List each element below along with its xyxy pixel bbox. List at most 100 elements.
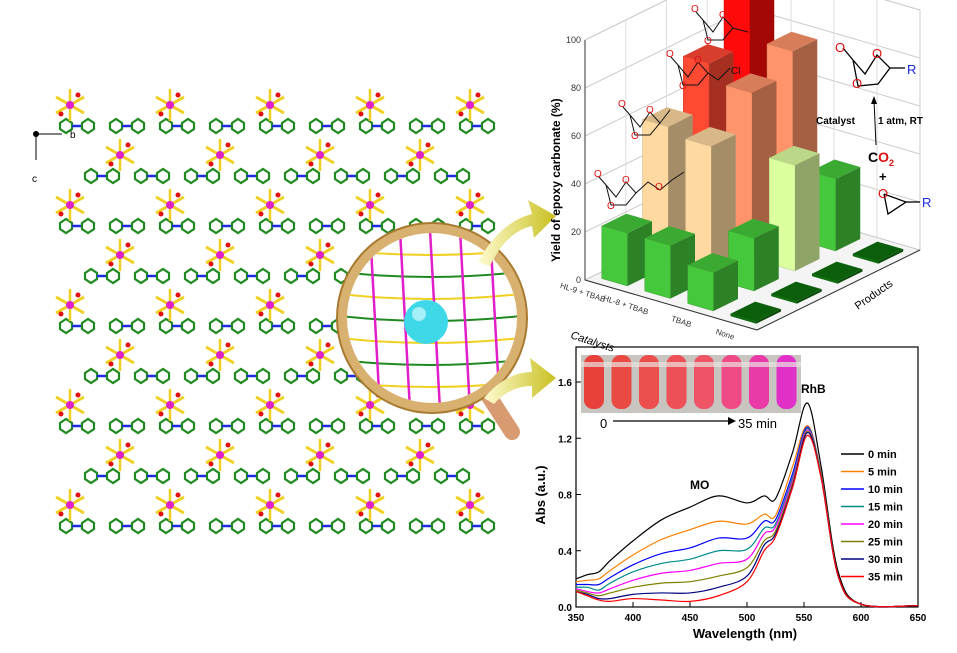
spec-x-tick-label: 500 <box>739 613 756 624</box>
ring <box>480 417 496 435</box>
oxygen-atom <box>225 242 231 248</box>
ring <box>258 517 274 535</box>
spec-x-tick-label: 550 <box>796 613 813 624</box>
bar-side-face <box>713 260 738 311</box>
spec-y-tick-label: 0.4 <box>558 547 572 558</box>
oxygen-atom <box>458 111 464 117</box>
oxygen-atom <box>108 161 114 167</box>
ring <box>105 267 121 285</box>
uv-vis-spectrum-chart: 350 400 450 500 550 600 650 0.0 0.4 0.8 1.2 1.6 0 mi… <box>558 346 927 624</box>
ring <box>255 267 271 285</box>
metal-node <box>316 151 324 159</box>
ring <box>155 167 171 185</box>
axis-b-label: b <box>70 130 76 141</box>
ring <box>280 317 296 335</box>
ring <box>258 117 274 135</box>
bar-y-tick: 0 <box>576 275 581 285</box>
oxygen-atom <box>258 511 264 517</box>
spec-x-tick-label: 650 <box>910 613 927 624</box>
magnifier-rim-edge <box>336 222 528 414</box>
metal-node <box>66 201 74 209</box>
metal-node <box>366 101 374 109</box>
ring <box>180 517 196 535</box>
oxygen-atom <box>308 461 314 467</box>
ring <box>408 417 424 435</box>
ring <box>208 117 224 135</box>
ring <box>380 117 396 135</box>
ring <box>58 117 74 135</box>
r-group: R <box>907 62 916 77</box>
bar-side-face <box>756 309 781 324</box>
ring <box>80 217 96 235</box>
ring <box>233 167 249 185</box>
reaction-arrowhead <box>871 96 877 104</box>
bar-y-tick: 100 <box>566 35 581 45</box>
oxygen-atom <box>458 411 464 417</box>
metal-node <box>416 151 424 159</box>
oxygen-atom <box>258 211 264 217</box>
ring <box>255 467 271 485</box>
ring <box>358 217 374 235</box>
spectrum-line <box>575 427 919 608</box>
bar-top-face <box>644 226 695 246</box>
ring <box>258 217 274 235</box>
ring <box>305 167 321 185</box>
oxygen-atom <box>425 442 431 448</box>
product-carbonate: O O O R <box>835 40 916 91</box>
bar <box>730 301 781 324</box>
svg-text:O: O <box>852 76 862 91</box>
oxygen-atom <box>208 361 214 367</box>
carbonyl-bond <box>622 106 631 116</box>
ring <box>283 267 299 285</box>
oxygen-atom <box>125 242 131 248</box>
oxygen-label: O <box>594 169 602 180</box>
ring <box>158 417 174 435</box>
ring <box>208 417 224 435</box>
metal-node <box>66 501 74 509</box>
guest-sphere <box>404 300 448 344</box>
ring <box>108 317 124 335</box>
bar-side-face <box>835 167 861 251</box>
reaction-arrow <box>873 99 877 146</box>
ring <box>205 367 221 385</box>
chlorine-label: Cl <box>731 66 740 77</box>
carbonyl-bond <box>670 56 679 66</box>
ring <box>308 117 324 135</box>
ring <box>333 367 349 385</box>
spec-x-tick-label: 600 <box>853 613 870 624</box>
metal-node <box>166 201 174 209</box>
metal-node <box>216 451 224 459</box>
crystal-structure <box>55 89 496 535</box>
co2-label: CO2 <box>868 149 894 168</box>
metal-node <box>166 101 174 109</box>
ring <box>258 317 274 335</box>
co2-o: O <box>878 149 889 165</box>
ring <box>108 117 124 135</box>
oxygen-atom <box>75 292 81 298</box>
metal-node <box>216 351 224 359</box>
oxygen-atom <box>275 192 281 198</box>
bar-top-face <box>601 213 652 234</box>
oxygen-atom <box>75 192 81 198</box>
ring <box>230 117 246 135</box>
oxygen-atom <box>475 492 481 498</box>
ring <box>358 517 374 535</box>
oxygen-atom <box>408 461 414 467</box>
oxygen-atom <box>108 261 114 267</box>
reaction-scheme: O O O R Catalyst 1 atm, RT CO2 + O R <box>816 40 931 216</box>
ring <box>183 467 199 485</box>
ring <box>380 517 396 535</box>
inset-arrowhead <box>728 417 736 425</box>
bar <box>728 218 779 292</box>
rack-bar <box>581 362 801 367</box>
bar-top-face <box>853 241 904 262</box>
ring <box>383 167 399 185</box>
oxygen-atom <box>325 342 331 348</box>
ring <box>205 467 221 485</box>
oxygen-atom <box>325 442 331 448</box>
bar-front-face <box>644 237 671 299</box>
ring <box>58 417 74 435</box>
vial <box>721 355 742 409</box>
bar-front-face <box>601 225 628 287</box>
oxygen-atom <box>225 142 231 148</box>
